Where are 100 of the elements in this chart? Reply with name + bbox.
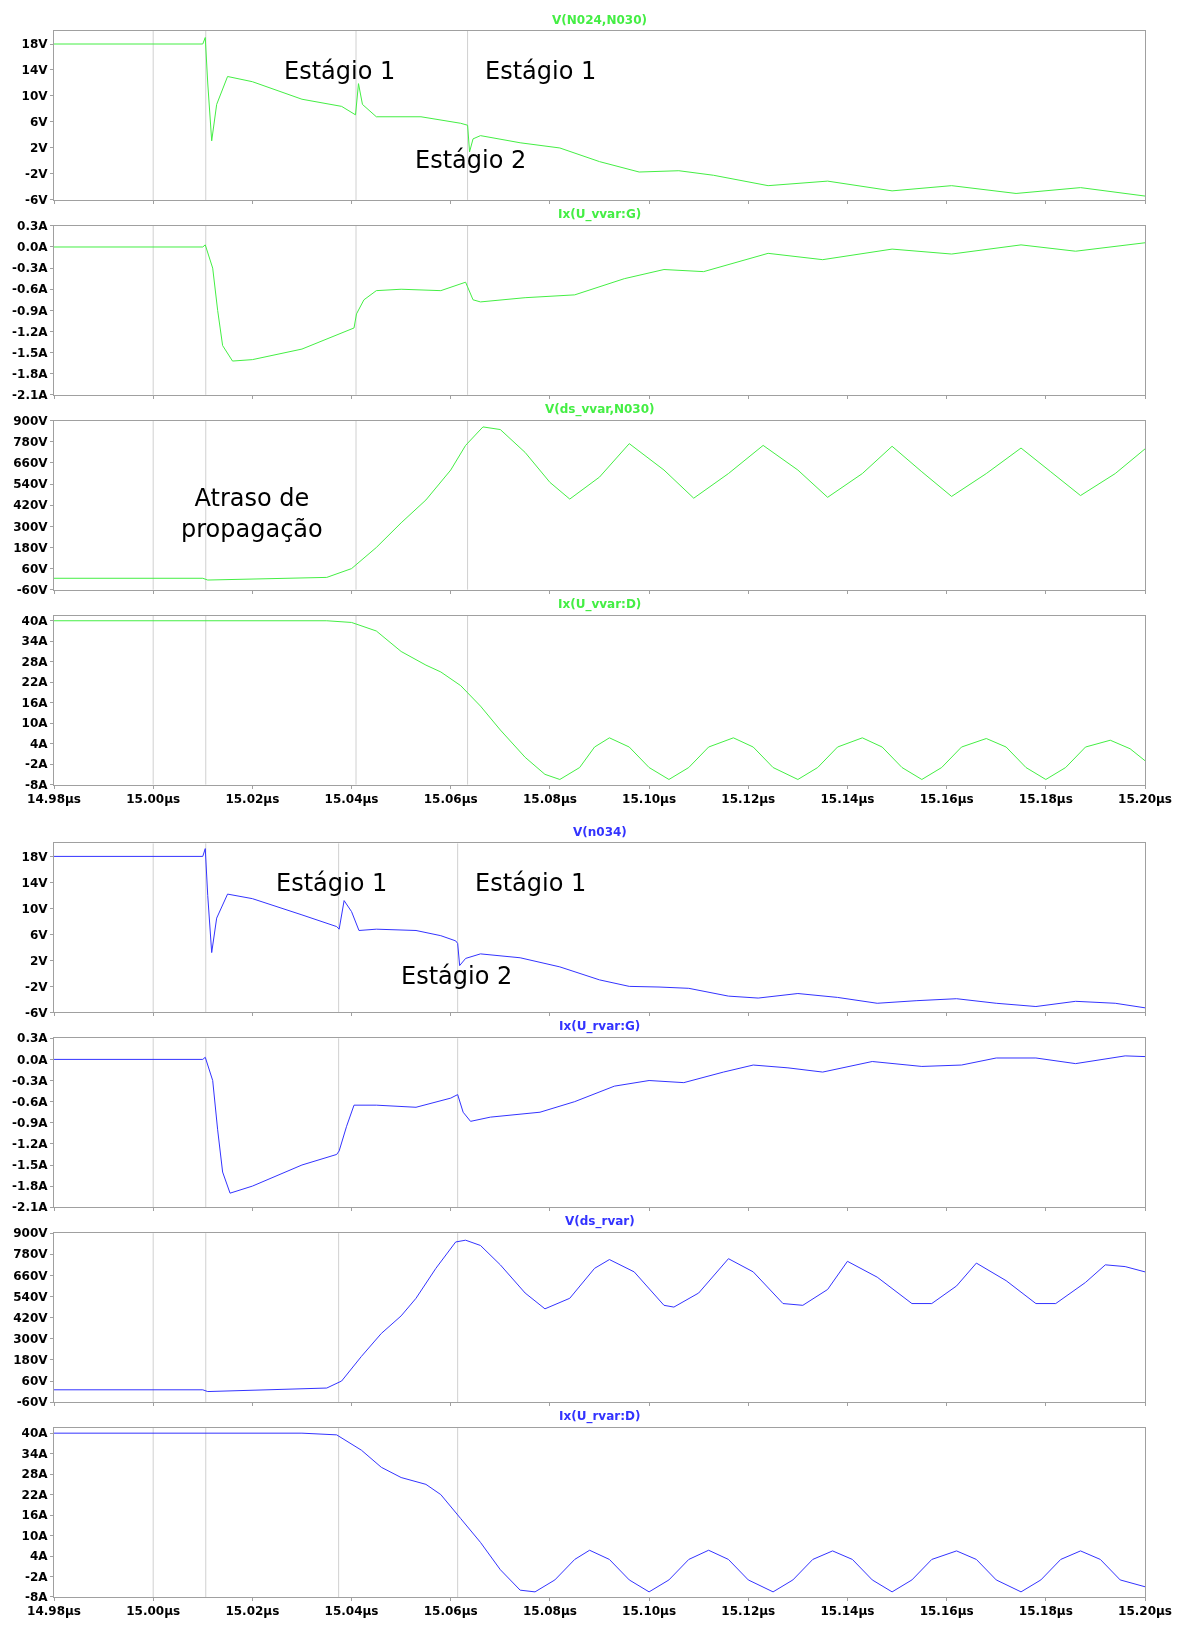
- y-tick-label: 2V: [29, 953, 49, 968]
- x-tick-label: 15.12µs: [721, 1604, 776, 1619]
- y-tick-label: 420V: [13, 498, 49, 513]
- annotation: Estágio 2: [415, 146, 527, 174]
- chart-title: V(ds_vvar,N030): [545, 402, 655, 417]
- y-tick-label: 0.3A: [17, 219, 49, 234]
- y-tick-label: -1.8A: [12, 1179, 49, 1194]
- y-tick-label: 540V: [13, 1289, 49, 1304]
- chart-title: Ix(U_vvar:D): [558, 597, 642, 612]
- y-tick-label: 10V: [21, 89, 49, 104]
- y-tick-label: 300V: [13, 1331, 49, 1346]
- y-tick-label: -0.3A: [12, 1073, 49, 1088]
- y-tick-label: 22A: [21, 675, 49, 690]
- x-tick-label: 15.06µs: [423, 791, 478, 806]
- chart-title: V(n034): [573, 825, 627, 839]
- y-tick-label: -2.1A: [12, 388, 49, 403]
- x-tick-label: 15.04µs: [324, 1604, 379, 1619]
- y-tick-label: 10V: [21, 901, 49, 916]
- y-tick-label: 18V: [21, 37, 49, 52]
- y-tick-label: 900V: [13, 413, 49, 428]
- y-tick-label: -0.6A: [12, 1094, 49, 1109]
- y-tick-label: 40A: [21, 1426, 49, 1441]
- x-tick-label: 14.98µs: [27, 1604, 81, 1619]
- y-tick-label: -60V: [16, 1395, 49, 1410]
- y-tick-label: -0.6A: [12, 282, 49, 297]
- annotation: Estágio 1: [475, 869, 587, 897]
- y-tick-label: 180V: [13, 540, 49, 555]
- y-tick-label: 180V: [13, 1353, 49, 1368]
- chart-title: Ix(U_rvar:G): [559, 1019, 641, 1034]
- y-tick-label: 6V: [29, 115, 49, 130]
- y-tick-label: 40A: [21, 613, 49, 628]
- y-tick-label: -60V: [16, 582, 49, 597]
- y-tick-label: 300V: [13, 519, 49, 534]
- annotation: Estágio 1: [284, 57, 396, 85]
- y-tick-label: 18V: [21, 849, 49, 864]
- x-tick-label: 15.00µs: [126, 1604, 181, 1619]
- y-tick-label: 10A: [21, 1528, 49, 1543]
- y-tick-label: 4A: [29, 736, 49, 751]
- y-tick-label: -0.3A: [12, 261, 49, 276]
- x-tick-label: 15.16µs: [919, 1604, 974, 1619]
- y-tick-label: -2A: [24, 757, 49, 772]
- annotation: Estágio 1: [485, 57, 597, 85]
- y-tick-label: -8A: [24, 777, 49, 792]
- y-tick-label: 780V: [13, 435, 49, 450]
- y-tick-label: -1.8A: [12, 366, 49, 381]
- y-tick-label: 420V: [13, 1310, 49, 1325]
- x-tick-label: 15.04µs: [324, 791, 379, 806]
- x-tick-label: 15.08µs: [522, 1604, 577, 1619]
- y-tick-label: 540V: [13, 477, 49, 492]
- y-tick-label: 34A: [21, 1446, 49, 1461]
- y-tick-label: -2V: [24, 979, 49, 994]
- x-tick-label: 15.18µs: [1018, 1604, 1073, 1619]
- x-tick-label: 15.06µs: [423, 1604, 478, 1619]
- x-tick-label: 15.14µs: [820, 1604, 875, 1619]
- y-tick-label: -1.2A: [12, 1137, 49, 1152]
- annotation: Atraso de propagação: [181, 484, 323, 544]
- chart-title: Ix(U_vvar:G): [558, 207, 642, 222]
- y-tick-label: 0.0A: [17, 1052, 49, 1067]
- y-tick-label: 28A: [21, 654, 49, 669]
- annotation: Estágio 1: [276, 869, 388, 897]
- x-tick-label: 15.10µs: [622, 1604, 677, 1619]
- x-tick-label: 15.02µs: [225, 1604, 280, 1619]
- x-tick-label: 15.14µs: [820, 791, 875, 806]
- x-tick-label: 15.18µs: [1018, 791, 1073, 806]
- y-tick-label: 16A: [21, 695, 49, 710]
- y-tick-label: 10A: [21, 716, 49, 731]
- x-tick-label: 15.12µs: [721, 791, 776, 806]
- y-tick-label: 22A: [21, 1487, 49, 1502]
- y-tick-label: -1.5A: [12, 345, 49, 360]
- y-tick-label: 60V: [21, 1374, 49, 1389]
- x-tick-label: 15.16µs: [919, 791, 974, 806]
- x-tick-label: 15.02µs: [225, 791, 280, 806]
- x-tick-label: 15.10µs: [622, 791, 677, 806]
- y-tick-label: -1.5A: [12, 1158, 49, 1173]
- y-tick-label: 0.0A: [17, 240, 49, 255]
- y-tick-label: 60V: [21, 561, 49, 576]
- y-tick-label: 34A: [21, 634, 49, 649]
- y-tick-label: 660V: [13, 456, 49, 471]
- x-tick-label: 15.20µs: [1118, 791, 1172, 806]
- y-tick-label: 900V: [13, 1226, 49, 1241]
- y-tick-label: 16A: [21, 1508, 49, 1523]
- x-tick-label: 15.00µs: [126, 791, 181, 806]
- y-tick-label: 2V: [29, 141, 49, 156]
- y-tick-label: 0.3A: [17, 1031, 49, 1046]
- y-tick-label: -1.2A: [12, 324, 49, 339]
- y-tick-label: -6V: [24, 193, 49, 208]
- chart-title: V(N024,N030): [552, 13, 647, 27]
- y-tick-label: 4A: [29, 1549, 49, 1564]
- x-tick-label: 14.98µs: [27, 791, 81, 806]
- chart-title: Ix(U_rvar:D): [559, 1409, 641, 1424]
- y-tick-label: 6V: [29, 927, 49, 942]
- y-tick-label: -0.9A: [12, 1115, 49, 1130]
- y-tick-label: 660V: [13, 1268, 49, 1283]
- y-tick-label: -0.9A: [12, 303, 49, 318]
- y-tick-label: -6V: [24, 1005, 49, 1020]
- y-tick-label: 28A: [21, 1467, 49, 1482]
- y-tick-label: 14V: [21, 63, 49, 78]
- y-tick-label: 14V: [21, 875, 49, 890]
- y-tick-label: -8A: [24, 1590, 49, 1605]
- y-tick-label: 780V: [13, 1247, 49, 1262]
